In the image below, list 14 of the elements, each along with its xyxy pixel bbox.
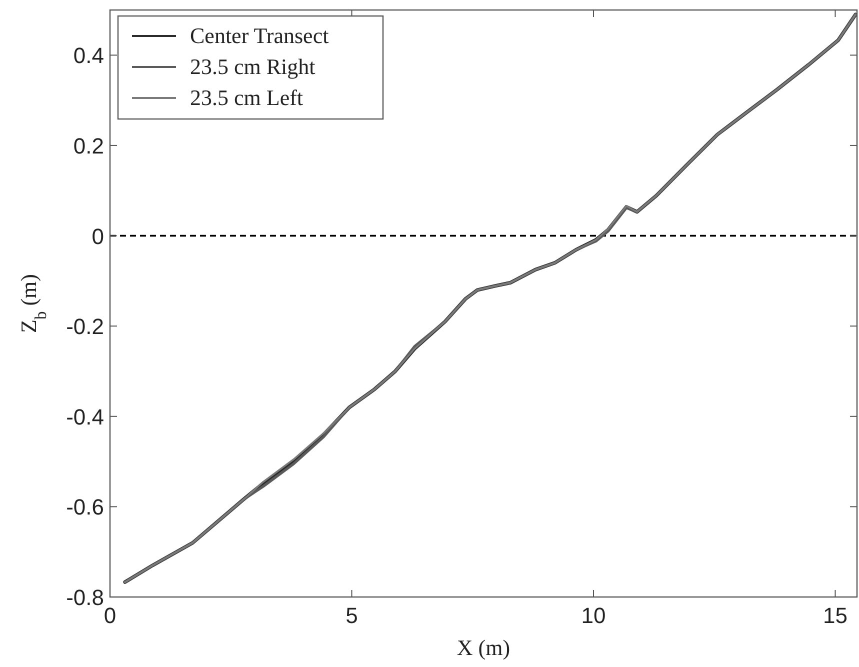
legend-label: Center Transect (190, 23, 329, 48)
y-tick-label: -0.4 (66, 404, 104, 430)
y-tick-label: -0.2 (66, 314, 104, 340)
x-axis-title: X (m) (456, 635, 510, 660)
y-tick-label: 0 (92, 224, 104, 249)
legend-label: 23.5 cm Left (190, 85, 304, 110)
y-tick-label: -0.8 (66, 585, 104, 610)
x-tick-label: 15 (823, 603, 848, 628)
legend-label: 23.5 cm Right (190, 54, 316, 79)
x-tick-label: 10 (581, 603, 606, 628)
y-tick-label: 0.4 (73, 43, 104, 68)
y-tick-label: 0.2 (73, 133, 104, 158)
x-tick-label: 5 (346, 603, 358, 628)
y-tick-label: -0.6 (66, 494, 104, 520)
